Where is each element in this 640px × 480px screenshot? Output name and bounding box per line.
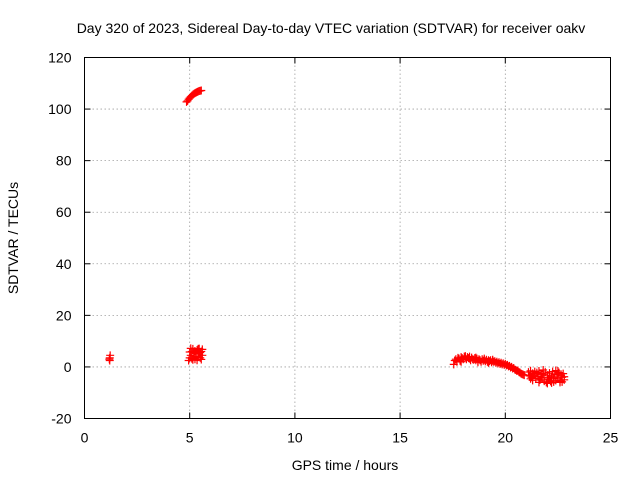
data-point bbox=[106, 351, 115, 360]
y-tick-label: 0 bbox=[64, 359, 72, 375]
x-tick-label: 20 bbox=[498, 430, 514, 446]
x-tick-label: 5 bbox=[186, 430, 194, 446]
data-point bbox=[105, 355, 114, 364]
data-point bbox=[185, 347, 194, 356]
data-point bbox=[530, 371, 539, 380]
data-point bbox=[187, 354, 196, 363]
data-point bbox=[549, 377, 558, 386]
x-tick-label: 25 bbox=[603, 430, 619, 446]
y-tick-label: 40 bbox=[56, 256, 72, 272]
data-point bbox=[545, 373, 554, 382]
chart-title: Day 320 of 2023, Sidereal Day-to-day VTE… bbox=[77, 20, 586, 36]
data-point bbox=[473, 358, 482, 367]
y-tick-label: 20 bbox=[56, 307, 72, 323]
y-tick-label: 80 bbox=[56, 153, 72, 169]
y-axis-label: SDTVAR / TECUs bbox=[5, 182, 21, 294]
x-tick-label: 10 bbox=[287, 430, 303, 446]
data-series-sdtvar bbox=[105, 86, 569, 388]
data-point bbox=[558, 377, 567, 386]
axis-tick-labels: 0 5 10 15 20 25 -20 0 20 40 60 80 100 120 bbox=[48, 50, 618, 446]
grid bbox=[84, 57, 611, 419]
data-point bbox=[484, 358, 493, 367]
data-point bbox=[553, 367, 562, 376]
data-point bbox=[471, 353, 480, 362]
data-point bbox=[534, 378, 543, 387]
data-point bbox=[465, 352, 474, 361]
y-tick-label: 120 bbox=[48, 50, 72, 66]
x-tick-label: 0 bbox=[81, 430, 89, 446]
data-point bbox=[186, 344, 195, 353]
data-point bbox=[196, 348, 205, 357]
y-tick-label: -20 bbox=[51, 411, 71, 427]
data-point bbox=[520, 371, 529, 380]
y-tick-label: 100 bbox=[48, 101, 72, 117]
x-tick-label: 15 bbox=[392, 430, 408, 446]
data-point bbox=[539, 366, 548, 375]
data-point bbox=[488, 355, 497, 364]
y-tick-label: 60 bbox=[56, 204, 72, 220]
data-point bbox=[197, 86, 206, 95]
data-point bbox=[480, 354, 489, 363]
plot-frame bbox=[84, 57, 611, 419]
data-point bbox=[457, 357, 466, 366]
data-point bbox=[537, 372, 546, 381]
data-point bbox=[526, 374, 535, 383]
axis-ticks bbox=[84, 57, 611, 419]
data-point bbox=[560, 372, 569, 381]
x-axis-label: GPS time / hours bbox=[292, 457, 399, 473]
data-point bbox=[192, 349, 201, 358]
